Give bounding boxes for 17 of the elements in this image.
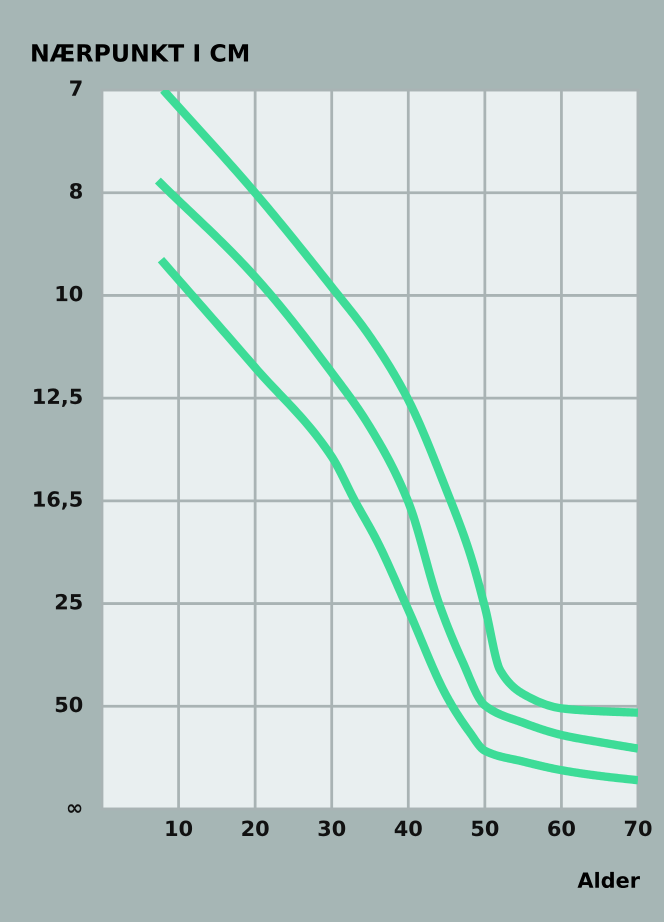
x-tick-label: 20: [242, 820, 269, 836]
x-tick-label: 40: [394, 820, 422, 836]
text: 16,5: [34, 491, 82, 510]
x-tick-label: 30: [318, 820, 346, 836]
x-tick-label: 70: [624, 820, 652, 836]
chart-title: NÆRPUNKT I CM: [32, 44, 248, 62]
text: 8: [70, 183, 82, 199]
text: 50: [56, 696, 82, 712]
text: 7: [70, 80, 82, 96]
text: 10: [56, 286, 82, 302]
x-tick-label: 50: [472, 820, 498, 836]
text: 25: [56, 594, 82, 610]
x-tick-label: 60: [548, 820, 575, 836]
text: ∞: [68, 804, 82, 813]
x-axis-title: Alder: [578, 872, 640, 888]
text: 12,5: [34, 388, 82, 407]
x-tick-label: 10: [166, 820, 192, 836]
